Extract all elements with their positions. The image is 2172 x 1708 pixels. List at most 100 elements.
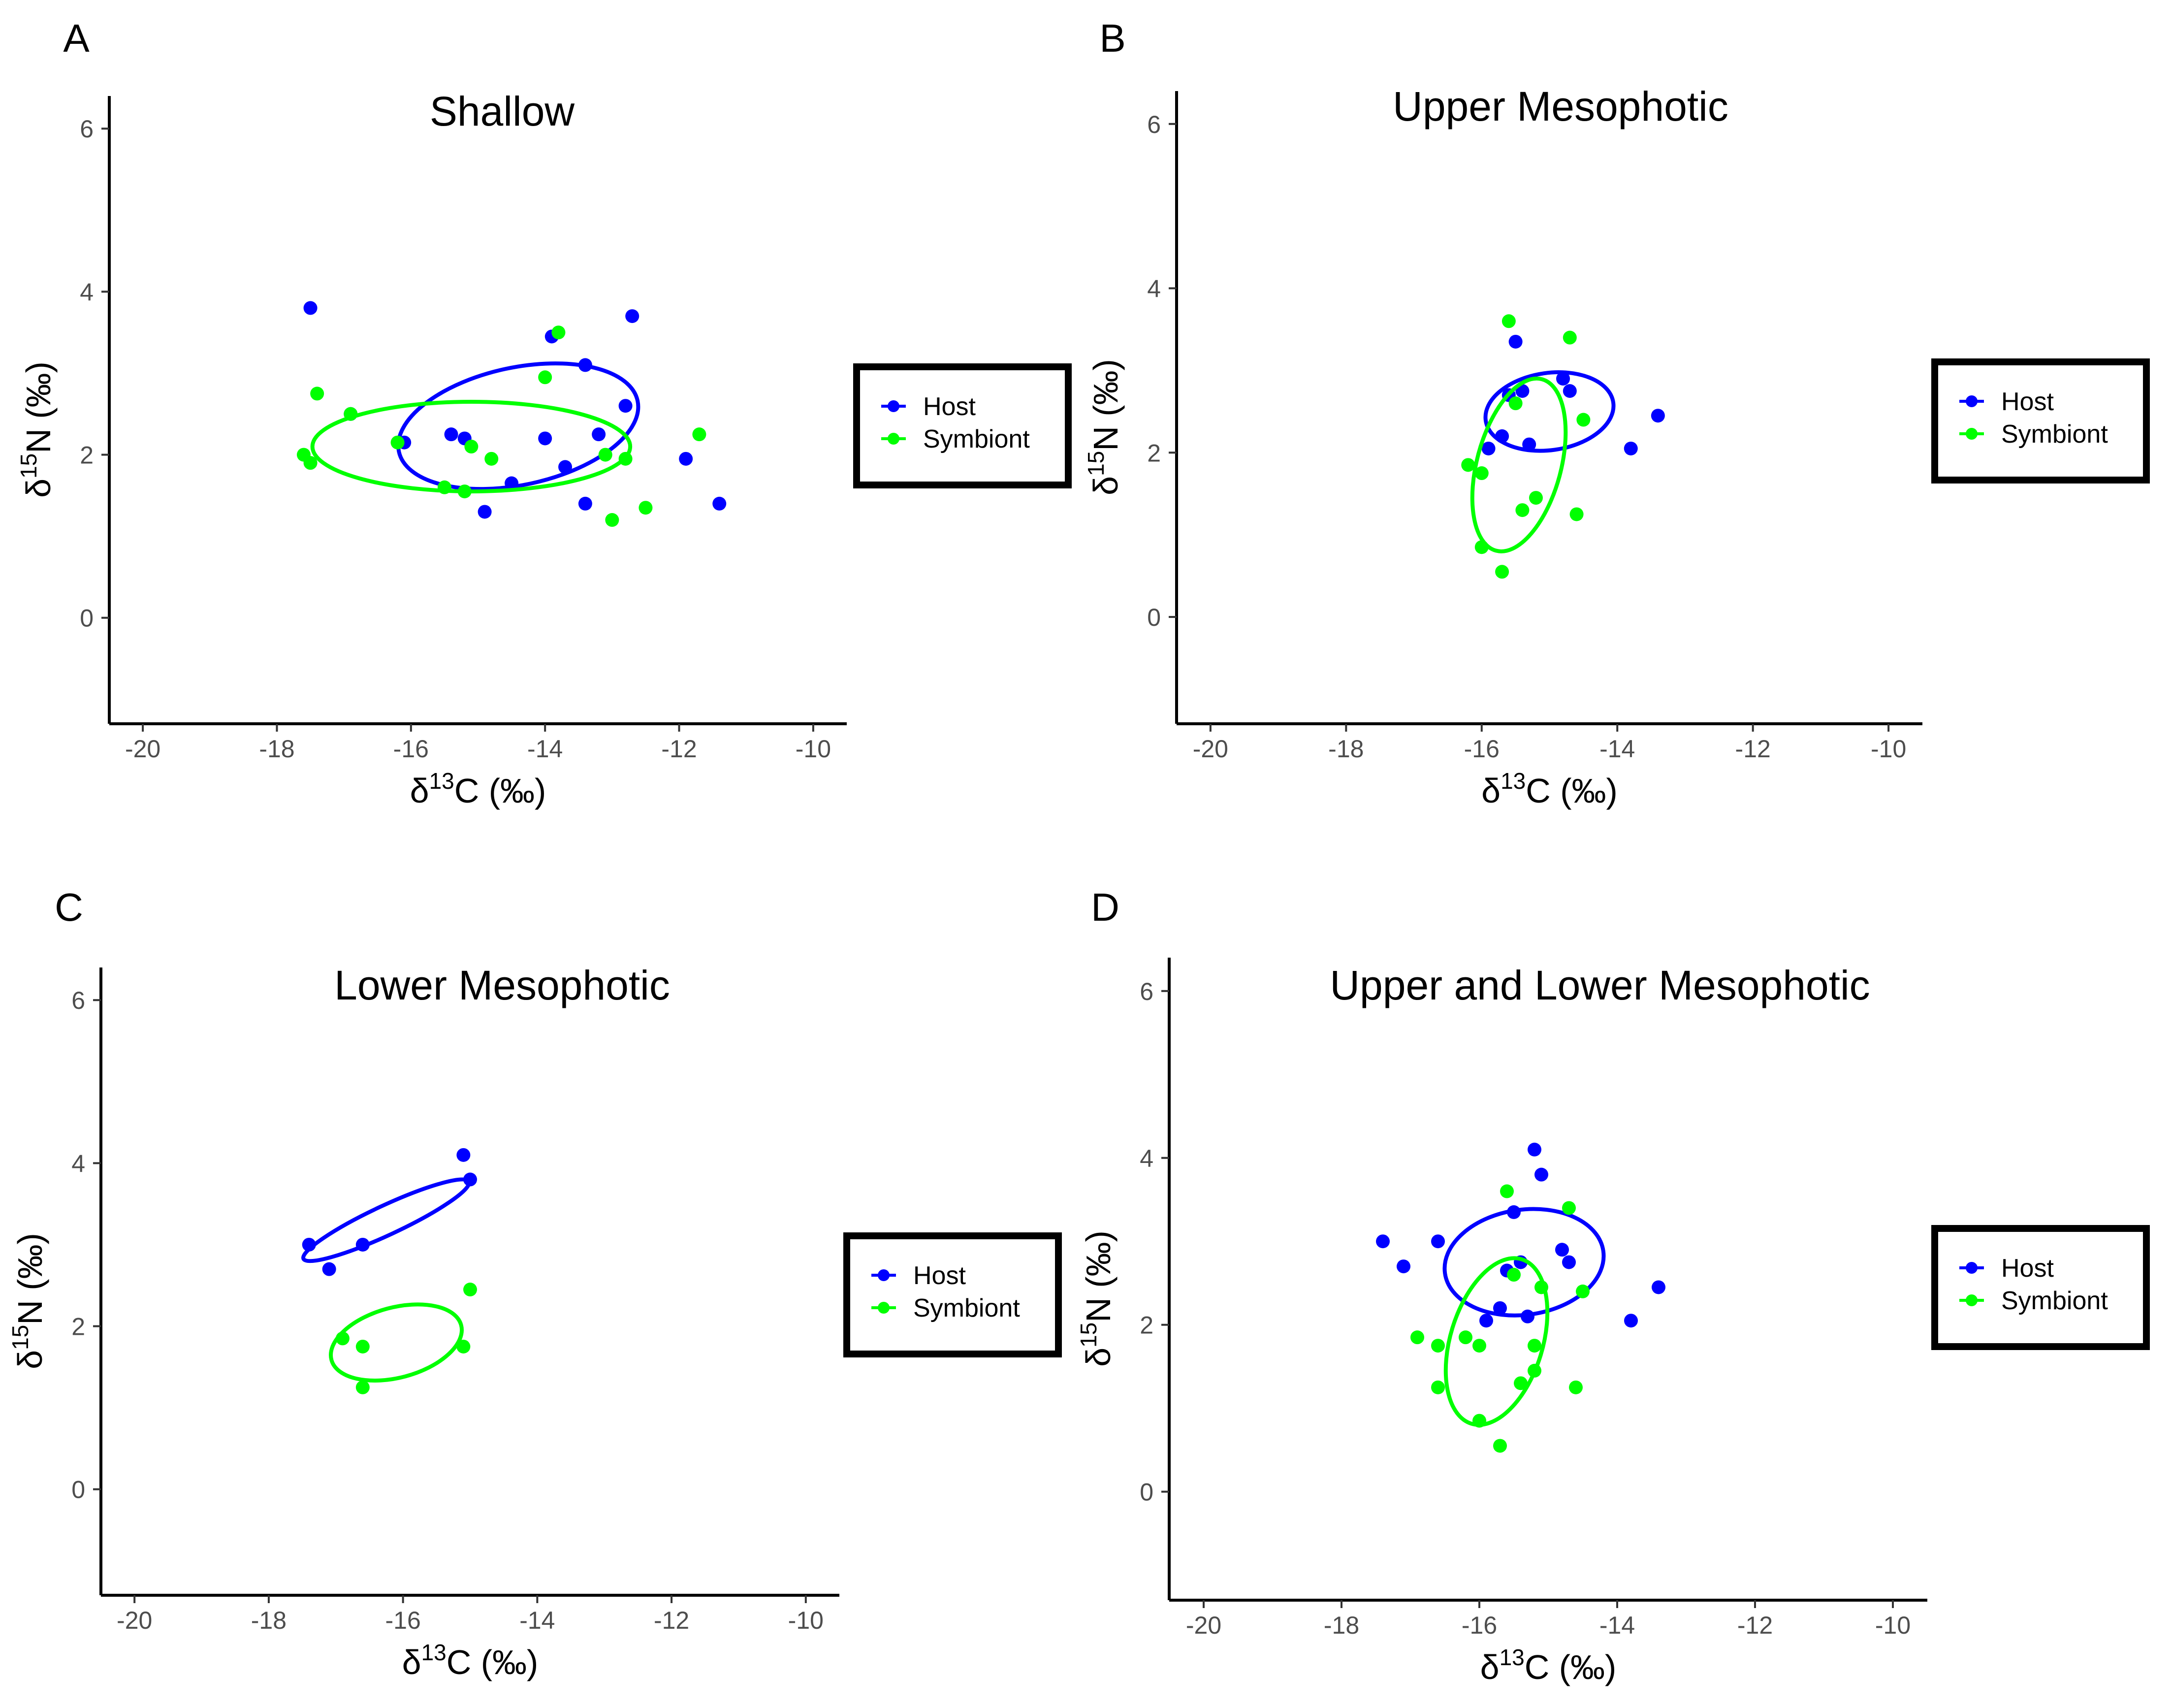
y-tick-label: 2 xyxy=(1140,1312,1153,1339)
y-tick-label: 4 xyxy=(1147,275,1161,303)
x-tick-label: -18 xyxy=(1328,735,1364,763)
chart-title: Shallow xyxy=(430,88,575,134)
x-tick-label: -14 xyxy=(519,1607,555,1634)
y-tick-label: 2 xyxy=(80,442,94,469)
host-point xyxy=(679,451,693,466)
symbiont-point xyxy=(1528,1339,1541,1353)
host-ellipse xyxy=(1483,370,1616,453)
host-point xyxy=(303,301,318,315)
symbiont-point xyxy=(1501,314,1516,328)
host-point xyxy=(1555,1243,1569,1257)
host-point xyxy=(1651,409,1665,423)
host-point xyxy=(1556,372,1570,386)
y-tick-label: 0 xyxy=(80,605,94,632)
y-tick-label: 0 xyxy=(1140,1479,1153,1506)
host-point xyxy=(712,496,727,511)
symbiont-ellipse xyxy=(328,1302,464,1383)
symbiont-point xyxy=(538,370,552,385)
symbiont-point xyxy=(1576,413,1591,427)
symbiont-point xyxy=(1500,1184,1514,1198)
x-tick-label: -12 xyxy=(654,1607,689,1634)
y-axis-label: δ15N (‰) xyxy=(7,1233,49,1369)
x-axis-label: δ13C (‰) xyxy=(1481,768,1618,810)
panel-a: A Shallow -20 -18 -16 -14 -12 -10 0 2 4 6 δ13C (‰) δ1… xyxy=(16,16,1072,810)
symbiont-point xyxy=(1459,1330,1472,1345)
legend-symbiont-marker xyxy=(888,433,899,445)
host-point xyxy=(1397,1259,1410,1274)
symbiont-point xyxy=(1495,565,1509,579)
legend-symbiont-label: Symbiont xyxy=(2001,420,2108,449)
symbiont-point xyxy=(355,1339,370,1354)
x-tick-label: -16 xyxy=(1464,735,1500,763)
symbiont-ellipse xyxy=(1470,376,1568,553)
x-tick-label: -16 xyxy=(1462,1611,1497,1639)
panel-letter: A xyxy=(63,16,90,60)
symbiont-point xyxy=(605,513,619,527)
host-point xyxy=(592,427,606,442)
legend: Host Symbiont xyxy=(1931,1225,2150,1350)
legend-symbiont-label: Symbiont xyxy=(913,1294,1020,1322)
x-tick-label: -18 xyxy=(251,1607,287,1634)
symbiont-point xyxy=(303,456,318,470)
legend-host-label: Host xyxy=(2001,1254,2054,1283)
panel-c: C Lower Mesophotic -20 -18 -16 -14 -12 -10 0 2 4 6 δ… xyxy=(7,885,1062,1681)
x-axis-label: δ13C (‰) xyxy=(402,1640,539,1681)
host-ellipse xyxy=(301,1177,472,1263)
y-tick-label: 6 xyxy=(1140,978,1153,1005)
symbiont-point xyxy=(1508,396,1523,411)
host-point xyxy=(456,1148,471,1162)
symbiont-point xyxy=(1562,1201,1576,1215)
legend-host-marker xyxy=(878,1269,890,1281)
panel-letter: C xyxy=(55,885,83,929)
symbiont-point xyxy=(1514,1376,1528,1390)
panel-letter: D xyxy=(1091,885,1119,929)
host-ellipse xyxy=(1442,1207,1606,1318)
host-point xyxy=(1528,1142,1541,1157)
y-tick-label: 6 xyxy=(1147,111,1161,138)
x-tick-label: -12 xyxy=(661,735,697,763)
x-tick-label: -16 xyxy=(385,1607,421,1634)
y-tick-label: 6 xyxy=(71,987,85,1014)
host-point xyxy=(478,505,492,519)
symbiont-point xyxy=(1507,1268,1521,1282)
x-tick-label: -18 xyxy=(1324,1611,1359,1639)
legend-symbiont-label: Symbiont xyxy=(2001,1287,2108,1315)
legend-symbiont-marker xyxy=(1966,1294,1978,1306)
host-point xyxy=(578,496,592,511)
symbiont-ellipse xyxy=(310,399,633,494)
legend-host-label: Host xyxy=(923,392,976,421)
panels-layer: A Shallow -20 -18 -16 -14 -12 -10 0 2 4 6 δ13C (‰) δ1… xyxy=(7,16,2150,1686)
host-point xyxy=(625,309,639,323)
host-point xyxy=(1508,334,1523,349)
symbiont-point xyxy=(463,1283,477,1297)
symbiont-point xyxy=(1563,330,1577,345)
x-tick-label: -10 xyxy=(788,1607,824,1634)
symbiont-point xyxy=(1461,458,1475,472)
host-point xyxy=(1563,384,1577,398)
legend-box xyxy=(1931,1225,2150,1350)
legend-symbiont-marker xyxy=(878,1302,890,1314)
x-tick-label: -12 xyxy=(1737,1611,1773,1639)
symbiont-point xyxy=(355,1380,370,1394)
x-tick-label: -10 xyxy=(1871,735,1906,763)
host-point xyxy=(463,1172,477,1187)
legend-symbiont-label: Symbiont xyxy=(923,425,1030,453)
y-axis-label: δ15N (‰) xyxy=(16,361,58,498)
legend-symbiont-marker xyxy=(1966,428,1978,440)
symbiont-point xyxy=(1493,1439,1507,1453)
y-axis-label: δ15N (‰) xyxy=(1083,359,1125,495)
chart-title: Upper Mesophotic xyxy=(1393,83,1728,129)
symbiont-point xyxy=(1569,1380,1583,1394)
x-tick-label: -16 xyxy=(393,735,429,763)
legend: Host Symbiont xyxy=(853,363,1072,488)
host-point xyxy=(1515,384,1530,398)
host-point xyxy=(1493,1301,1507,1315)
y-axis-label: δ15N (‰) xyxy=(1076,1230,1118,1367)
symbiont-ellipse xyxy=(1443,1256,1550,1427)
x-axis-label: δ13C (‰) xyxy=(410,768,546,810)
panel-b: B Upper Mesophotic -20 -18 -16 -14 -12 -10 0 2 4 6 δ… xyxy=(1083,16,2150,810)
host-point xyxy=(1534,1167,1548,1182)
symbiont-point xyxy=(551,325,566,340)
x-tick-label: -20 xyxy=(1193,735,1228,763)
symbiont-point xyxy=(390,435,405,450)
